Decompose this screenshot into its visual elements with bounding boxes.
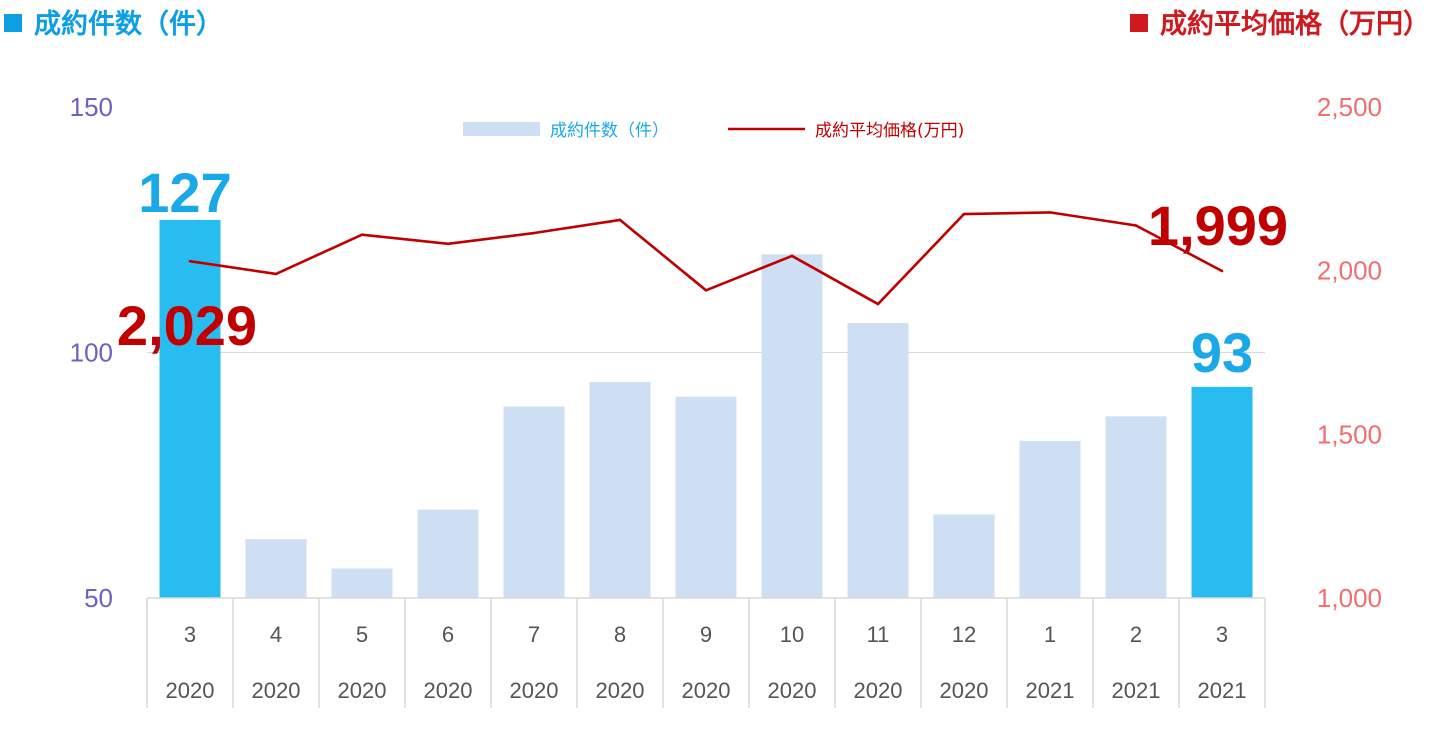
x-tick-label: 4 (270, 622, 282, 647)
price-point (790, 254, 794, 258)
bar (675, 396, 737, 598)
x-year-label: 2021 (1198, 678, 1247, 703)
price-point (274, 272, 278, 276)
price-point (532, 231, 536, 235)
x-year-label: 2020 (166, 678, 215, 703)
first-price-label: 2,029 (117, 294, 257, 357)
right-tick-label: 2,000 (1317, 256, 1382, 286)
red-square-icon (1130, 14, 1148, 32)
right-tick-label: 1,000 (1317, 583, 1382, 613)
price-point (446, 242, 450, 246)
x-tick-label: 7 (528, 622, 540, 647)
bar (1105, 416, 1167, 598)
left-tick-label: 100 (70, 338, 113, 368)
x-tick-label: 5 (356, 622, 368, 647)
right-tick-label: 1,500 (1317, 419, 1382, 449)
x-year-label: 2020 (252, 678, 301, 703)
x-year-label: 2020 (768, 678, 817, 703)
right-axis-title: 成約平均価格（万円） (1130, 2, 1430, 41)
x-year-label: 2020 (596, 678, 645, 703)
x-year-label: 2021 (1026, 678, 1075, 703)
x-year-label: 2020 (338, 678, 387, 703)
left-tick-label: 50 (84, 583, 113, 613)
legend-bar-swatch (463, 122, 540, 136)
left-tick-label: 150 (70, 92, 113, 122)
x-tick-label: 1 (1044, 622, 1056, 647)
x-year-label: 2020 (940, 678, 989, 703)
price-point (188, 259, 192, 263)
x-tick-label: 3 (184, 622, 196, 647)
x-tick-label: 10 (780, 622, 804, 647)
right-axis-ticks: 1,000 1,500 2,000 2,500 (1317, 92, 1382, 613)
legend: 成約件数（件） 成約平均価格(万円) (463, 121, 964, 141)
x-tick-label: 9 (700, 622, 712, 647)
right-tick-label: 2,500 (1317, 92, 1382, 122)
price-point (360, 233, 364, 236)
price-point (1220, 269, 1224, 273)
bar (589, 381, 651, 598)
price-point (1048, 211, 1052, 214)
price-line (188, 211, 1224, 306)
price-point (962, 212, 966, 216)
x-tick-label: 2 (1130, 622, 1142, 647)
bar (761, 254, 823, 599)
price-point (704, 289, 708, 292)
left-axis-title-text: 成約件数（件） (34, 9, 223, 40)
x-tick-label: 12 (952, 622, 976, 647)
first-count-label: 127 (138, 161, 231, 224)
price-point (876, 302, 880, 306)
price-point (618, 218, 622, 222)
legend-bar-label: 成約件数（件） (550, 121, 669, 141)
x-year-label: 2020 (510, 678, 559, 703)
bar (503, 406, 565, 598)
bar (159, 219, 221, 598)
x-year-label: 2021 (1112, 678, 1161, 703)
bar (1019, 440, 1081, 598)
bar (847, 323, 909, 598)
last-price-label: 1,999 (1148, 194, 1288, 257)
callouts: 127 93 2,029 1,999 (117, 161, 1288, 384)
x-axis: 3 2020 4 2020 5 2020 6 2020 7 2020 8 2020 9 2020 10 202… (146, 597, 1266, 708)
bar (331, 568, 393, 598)
x-year-label: 2020 (424, 678, 473, 703)
x-tick-label: 6 (442, 622, 454, 647)
bar (417, 509, 479, 598)
price-point (1134, 224, 1138, 227)
x-tick-label: 3 (1216, 622, 1228, 647)
x-year-label: 2020 (854, 678, 903, 703)
x-tick-label: 11 (867, 622, 890, 647)
x-year-label: 2020 (682, 678, 731, 703)
bar (933, 514, 995, 598)
bar (245, 539, 307, 598)
left-axis-ticks: 50 100 150 (70, 92, 113, 613)
left-axis-title: 成約件数（件） (4, 2, 223, 41)
bar (1191, 386, 1253, 598)
x-tick-label: 8 (614, 622, 626, 647)
bars (159, 219, 1253, 599)
legend-line-label: 成約平均価格(万円) (815, 121, 964, 141)
right-axis-title-text: 成約平均価格（万円） (1160, 9, 1430, 40)
last-count-label: 93 (1191, 321, 1253, 384)
blue-square-icon (4, 14, 22, 32)
